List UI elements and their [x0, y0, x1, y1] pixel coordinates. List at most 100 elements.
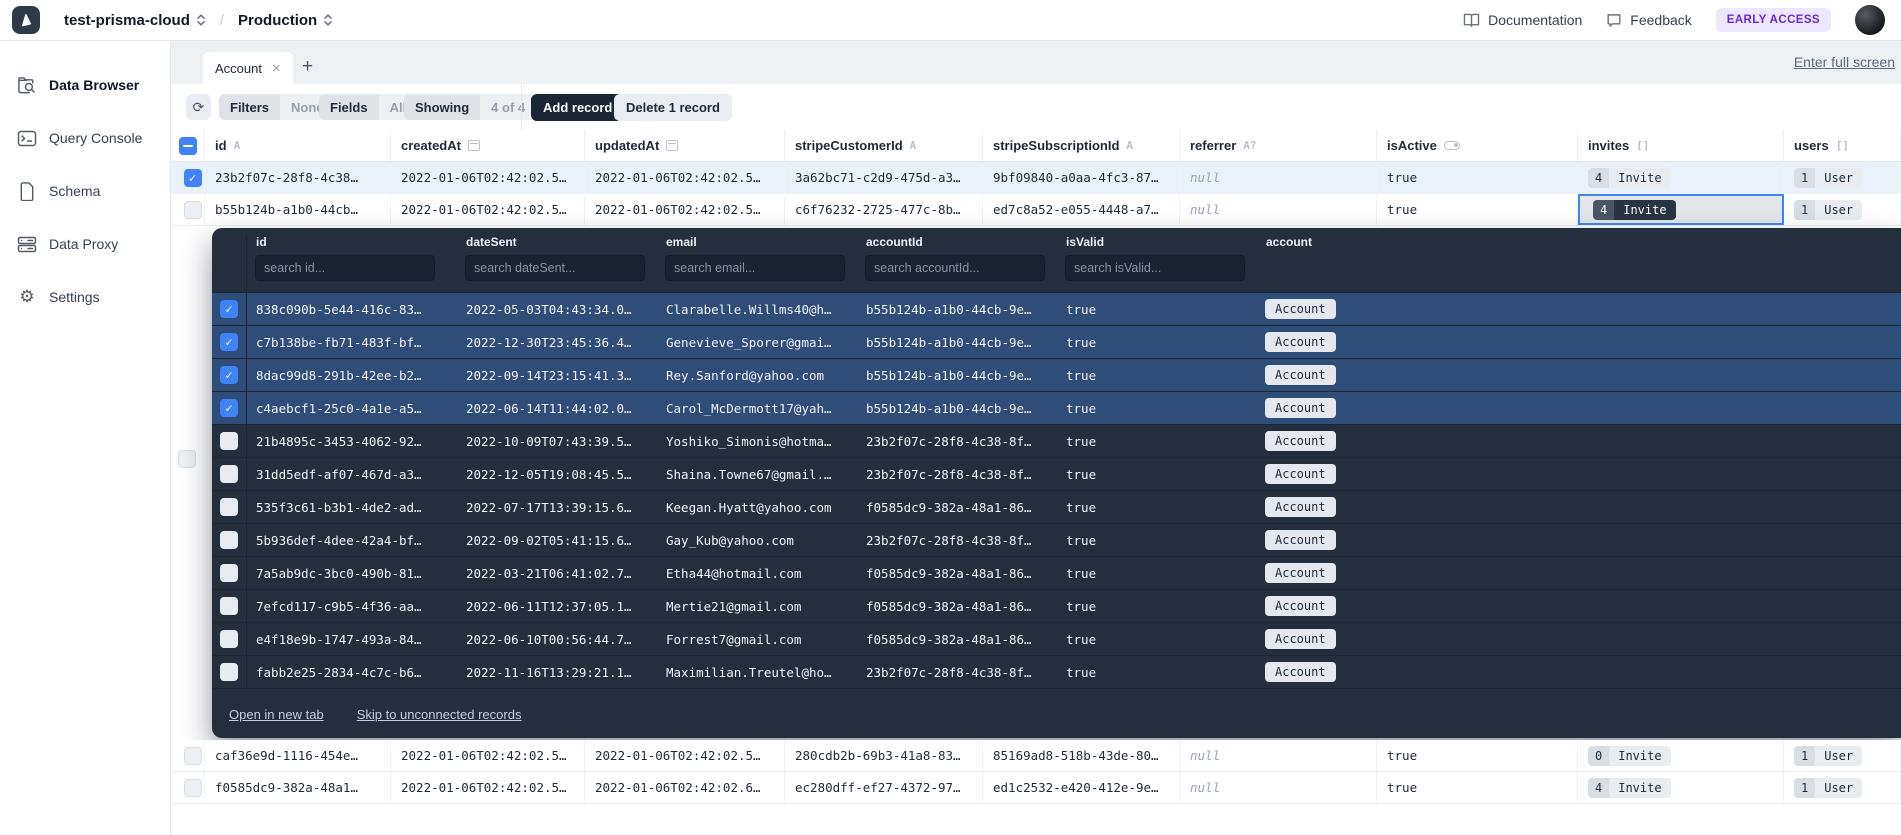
- account-relation-badge[interactable]: Account: [1265, 497, 1336, 517]
- cell-dateSent[interactable]: 2022-12-05T19:08:45.5…: [466, 466, 632, 482]
- cell-accountId[interactable]: 23b2f07c-28f8-4c38-8f…: [866, 532, 1032, 548]
- chevron-up-down-icon[interactable]: [323, 13, 333, 27]
- cell-isActive[interactable]: true: [1377, 740, 1578, 771]
- cell-isValid[interactable]: true: [1066, 631, 1097, 647]
- cell-updatedAt[interactable]: 2022-01-06T02:42:02.6…: [585, 772, 785, 803]
- cell-id[interactable]: 838c090b-5e44-416c-83…: [256, 301, 422, 317]
- account-relation-badge[interactable]: Account: [1265, 299, 1336, 319]
- row-checkbox[interactable]: [220, 531, 238, 549]
- cell-isValid[interactable]: true: [1066, 466, 1097, 482]
- popup-row[interactable]: c7b138be-fb71-483f-bf… 2022-12-30T23:45:3…: [212, 326, 1901, 359]
- account-relation-badge[interactable]: Account: [1265, 431, 1336, 451]
- row-checkbox[interactable]: [220, 333, 238, 351]
- account-relation-badge[interactable]: Account: [1265, 464, 1336, 484]
- users-relation-badge[interactable]: 1 User: [1794, 167, 1863, 188]
- cell-users[interactable]: 1 User: [1784, 740, 1901, 771]
- row-checkbox[interactable]: [220, 597, 238, 615]
- row-checkbox[interactable]: [220, 300, 238, 318]
- row-checkbox[interactable]: [183, 168, 202, 187]
- sidebar-item-settings[interactable]: ⚙ Settings: [16, 283, 170, 311]
- cell-id[interactable]: 23b2f07c-28f8-4c38…: [205, 162, 391, 193]
- search-accountId-input[interactable]: [865, 255, 1045, 281]
- enter-full-screen-link[interactable]: Enter full screen: [1793, 54, 1895, 70]
- users-relation-badge[interactable]: 1 User: [1794, 777, 1863, 798]
- cell-id[interactable]: e4f18e9b-1747-493a-84…: [256, 631, 422, 647]
- row-checkbox[interactable]: [220, 432, 238, 450]
- row-checkbox[interactable]: [220, 366, 238, 384]
- cell-id[interactable]: b55b124b-a1b0-44cb…: [205, 194, 391, 225]
- cell-isActive[interactable]: true: [1377, 194, 1578, 225]
- users-relation-badge[interactable]: 1 User: [1794, 745, 1863, 766]
- cell-updatedAt[interactable]: 2022-01-06T02:42:02.5…: [585, 162, 785, 193]
- table-row[interactable]: b55b124b-a1b0-44cb… 2022-01-06T02:42:02.…: [171, 194, 1901, 226]
- cell-id[interactable]: f0585dc9-382a-48a1…: [205, 772, 391, 803]
- cell-email[interactable]: Shaina.Towne67@gmail.…: [666, 466, 832, 482]
- cell-accountId[interactable]: b55b124b-a1b0-44cb-9e…: [866, 367, 1032, 383]
- column-header-id[interactable]: id A: [205, 130, 391, 161]
- invites-relation-badge[interactable]: 4 Invite: [1588, 167, 1671, 188]
- cell-dateSent[interactable]: 2022-10-09T07:43:39.5…: [466, 433, 632, 449]
- row-checkbox[interactable]: [220, 498, 238, 516]
- popup-row[interactable]: 8dac99d8-291b-42ee-b2… 2022-09-14T23:15:4…: [212, 359, 1901, 392]
- cell-id[interactable]: c7b138be-fb71-483f-bf…: [256, 334, 422, 350]
- cell-isValid[interactable]: true: [1066, 598, 1097, 614]
- popup-row[interactable]: 7efcd117-c9b5-4f36-aa… 2022-06-11T12:37:0…: [212, 590, 1901, 623]
- row-checkbox[interactable]: [220, 399, 238, 417]
- cell-id[interactable]: 535f3c61-b3b1-4de2-ad…: [256, 499, 422, 515]
- cell-accountId[interactable]: f0585dc9-382a-48a1-86…: [866, 598, 1032, 614]
- feedback-link[interactable]: Feedback: [1606, 12, 1692, 28]
- project-selector[interactable]: test-prisma-cloud: [64, 11, 190, 29]
- cell-createdAt[interactable]: 2022-01-06T02:42:02.5…: [391, 772, 585, 803]
- cell-id[interactable]: 8dac99d8-291b-42ee-b2…: [256, 367, 422, 383]
- cell-dateSent[interactable]: 2022-05-03T04:43:34.0…: [466, 301, 632, 317]
- cell-isValid[interactable]: true: [1066, 532, 1097, 548]
- popup-row[interactable]: 21b4895c-3453-4062-92… 2022-10-09T07:43:3…: [212, 425, 1901, 458]
- select-all-checkbox[interactable]: [178, 136, 197, 155]
- popup-row[interactable]: 7a5ab9dc-3bc0-490b-81… 2022-03-21T06:41:0…: [212, 557, 1901, 590]
- account-relation-badge[interactable]: Account: [1265, 530, 1336, 550]
- column-header-users[interactable]: users[]: [1784, 130, 1901, 161]
- cell-stripeCustomerId[interactable]: 280cdb2b-69b3-41a8-83…: [785, 740, 983, 771]
- cell-isValid[interactable]: true: [1066, 664, 1097, 680]
- cell-email[interactable]: Genevieve_Sporer@gmai…: [666, 334, 832, 350]
- fields-button[interactable]: Fields All: [319, 94, 418, 120]
- cell-invites[interactable]: 4 Invite: [1578, 772, 1784, 803]
- cell-id[interactable]: 7a5ab9dc-3bc0-490b-81…: [256, 565, 422, 581]
- cell-dateSent[interactable]: 2022-03-21T06:41:02.7…: [466, 565, 632, 581]
- column-header-createdAt[interactable]: createdAt: [391, 130, 585, 161]
- cell-accountId[interactable]: b55b124b-a1b0-44cb-9e…: [866, 334, 1032, 350]
- refresh-button[interactable]: ⟳: [186, 94, 211, 120]
- cell-id[interactable]: caf36e9d-1116-454e…: [205, 740, 391, 771]
- row-checkbox[interactable]: [183, 200, 202, 219]
- cell-referrer[interactable]: null: [1180, 772, 1377, 803]
- row-checkbox[interactable]: [183, 778, 202, 797]
- cell-email[interactable]: Etha44@hotmail.com: [666, 565, 802, 581]
- account-relation-badge[interactable]: Account: [1265, 563, 1336, 583]
- account-relation-badge[interactable]: Account: [1265, 596, 1336, 616]
- popup-row[interactable]: fabb2e25-2834-4c7c-b6… 2022-11-16T13:29:2…: [212, 656, 1901, 689]
- cell-createdAt[interactable]: 2022-01-06T02:42:02.5…: [391, 194, 585, 225]
- cell-referrer[interactable]: null: [1180, 740, 1377, 771]
- cell-id[interactable]: c4aebcf1-25c0-4a1e-a5…: [256, 400, 422, 416]
- user-avatar[interactable]: [1855, 5, 1885, 35]
- cell-dateSent[interactable]: 2022-07-17T13:39:15.6…: [466, 499, 632, 515]
- chevron-up-down-icon[interactable]: [196, 13, 206, 27]
- cell-createdAt[interactable]: 2022-01-06T02:42:02.5…: [391, 740, 585, 771]
- cell-isActive[interactable]: true: [1377, 772, 1578, 803]
- open-in-new-tab-link[interactable]: Open in new tab: [229, 706, 324, 722]
- popup-row[interactable]: 535f3c61-b3b1-4de2-ad… 2022-07-17T13:39:1…: [212, 491, 1901, 524]
- cell-email[interactable]: Clarabelle.Willms40@h…: [666, 301, 832, 317]
- row-checkbox[interactable]: [220, 465, 238, 483]
- cell-email[interactable]: Rey.Sanford@yahoo.com: [666, 367, 825, 383]
- search-id-input[interactable]: [255, 255, 435, 281]
- cell-dateSent[interactable]: 2022-06-11T12:37:05.1…: [466, 598, 632, 614]
- cell-accountId[interactable]: f0585dc9-382a-48a1-86…: [866, 499, 1032, 515]
- cell-updatedAt[interactable]: 2022-01-06T02:42:02.5…: [585, 740, 785, 771]
- invites-relation-badge[interactable]: 4 Invite: [1593, 199, 1676, 220]
- cell-accountId[interactable]: f0585dc9-382a-48a1-86…: [866, 565, 1032, 581]
- sidebar-item-data-browser[interactable]: Data Browser: [16, 71, 170, 99]
- cell-isValid[interactable]: true: [1066, 433, 1097, 449]
- cell-dateSent[interactable]: 2022-09-14T23:15:41.3…: [466, 367, 632, 383]
- cell-isValid[interactable]: true: [1066, 400, 1097, 416]
- cell-invites[interactable]: 4 Invite: [1578, 162, 1784, 193]
